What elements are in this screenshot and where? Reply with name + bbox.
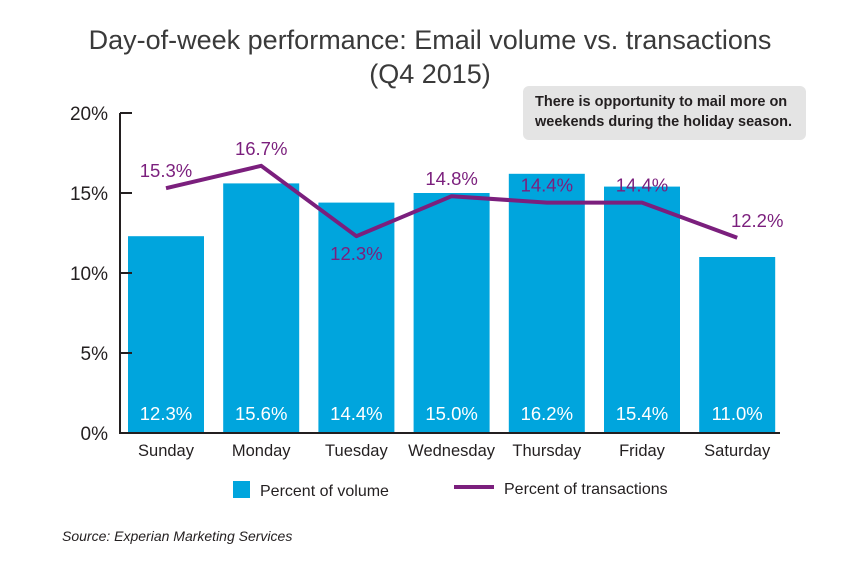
annotation-line-2: weekends during the holiday season.	[535, 114, 793, 130]
transactions-line	[165, 163, 738, 240]
annotation-callout: There is opportunity to mail more on wee…	[523, 86, 806, 140]
x-tick-label: Sunday	[138, 442, 195, 460]
volume-bar	[413, 193, 490, 433]
volume-bar	[318, 202, 395, 433]
volume-bar	[508, 173, 585, 434]
volume-data-label: 15.6%	[235, 403, 287, 424]
x-tick-label: Monday	[232, 442, 291, 460]
legend-volume: Percent of volume	[233, 481, 389, 501]
legend-volume-swatch	[233, 481, 250, 498]
x-tick-label: Saturday	[704, 442, 771, 460]
y-tick-label: 20%	[70, 104, 108, 125]
legend-transactions-swatch	[454, 485, 494, 489]
x-tick-label: Thursday	[512, 442, 582, 460]
volume-data-label: 14.4%	[330, 403, 382, 424]
chart-title: Day-of-week performance: Email volume vs…	[88, 25, 772, 55]
x-tick-label: Tuesday	[325, 442, 388, 460]
legend-transactions: Percent of transactions	[454, 481, 668, 499]
volume-bar	[699, 257, 776, 433]
volume-data-label: 15.4%	[616, 403, 668, 424]
volume-data-label: 12.3%	[140, 403, 192, 424]
chart-subtitle: (Q4 2015)	[369, 59, 491, 89]
volume-data-label: 16.2%	[521, 403, 573, 424]
volume-bar	[128, 236, 204, 433]
x-tick-label: Wednesday	[408, 442, 496, 460]
volume-bar	[604, 186, 680, 433]
legend-volume-label: Percent of volume	[260, 483, 389, 500]
y-tick-label: 10%	[70, 264, 108, 285]
volume-bar	[223, 183, 300, 433]
transactions-data-label: 15.3%	[140, 160, 192, 181]
volume-data-label: 11.0%	[712, 403, 763, 424]
transactions-data-label: 14.4%	[616, 175, 668, 196]
y-tick-label: 15%	[70, 184, 108, 205]
y-tick-label: 5%	[81, 344, 109, 365]
transactions-data-label: 16.7%	[235, 138, 287, 159]
x-tick-label: Friday	[619, 442, 666, 460]
volume-data-label: 15.0%	[425, 403, 477, 424]
transactions-data-label: 12.3%	[330, 243, 382, 264]
transactions-data-label: 14.8%	[425, 168, 477, 189]
transactions-data-label: 14.4%	[521, 175, 573, 196]
annotation-line-1: There is opportunity to mail more on	[535, 94, 788, 110]
source-note: Source: Experian Marketing Services	[62, 528, 293, 544]
transactions-data-label: 12.2%	[731, 210, 783, 231]
legend-transactions-label: Percent of transactions	[504, 481, 668, 498]
y-tick-label: 0%	[81, 424, 109, 445]
